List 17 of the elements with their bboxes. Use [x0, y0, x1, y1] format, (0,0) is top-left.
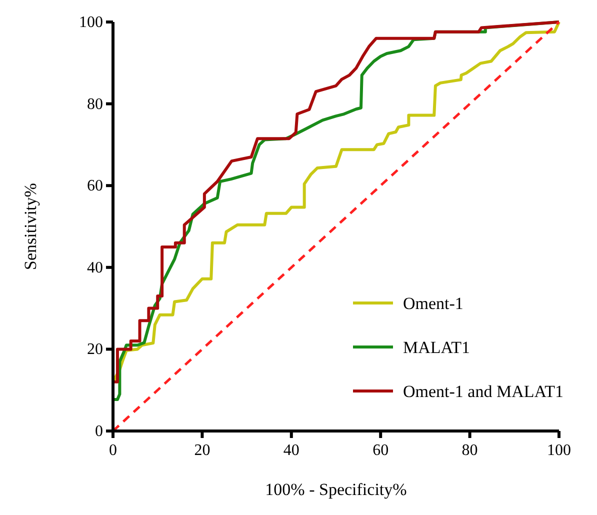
- y-tick-label: 40: [87, 259, 103, 276]
- legend-label: Oment-1: [403, 294, 464, 313]
- y-tick-label: 0: [95, 423, 103, 440]
- y-tick-label: 20: [87, 341, 103, 358]
- x-tick-label: 40: [283, 442, 300, 459]
- x-tick-label: 100: [547, 442, 571, 459]
- x-axis-title: 100% - Specificity%: [265, 480, 407, 499]
- x-tick-label: 0: [109, 442, 117, 459]
- legend-label: Oment-1 and MALAT1: [403, 382, 564, 401]
- x-tick-label: 20: [194, 442, 210, 459]
- legend-label: MALAT1: [403, 338, 470, 357]
- y-tick-label: 80: [87, 96, 103, 113]
- x-tick-label: 80: [462, 442, 478, 459]
- y-axis-title: Sensitivity%: [21, 183, 40, 270]
- y-tick-label: 100: [79, 14, 103, 31]
- x-tick-label: 60: [372, 442, 389, 459]
- y-tick-label: 60: [87, 178, 103, 195]
